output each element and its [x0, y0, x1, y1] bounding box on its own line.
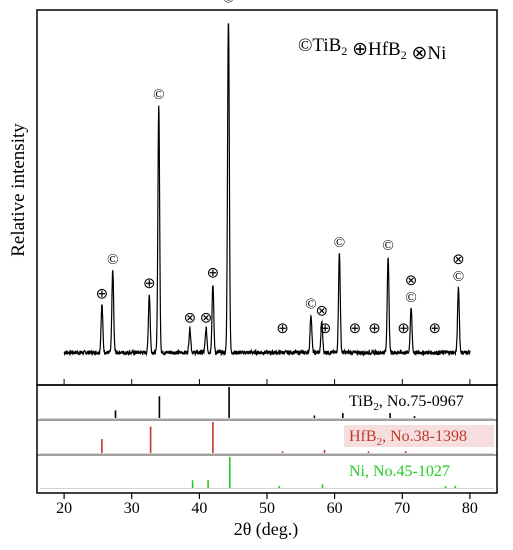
reference-label: Ni, No.45-1027 [349, 463, 450, 480]
peak-marker: ⊕ [349, 321, 362, 337]
reference-card-number: , No.45-1027 [365, 463, 450, 480]
peak-marker: ⊕ [429, 321, 442, 337]
peak-marker: © [107, 252, 118, 268]
peak-marker: © [305, 297, 316, 313]
peak-marker: ⊕ [276, 321, 289, 337]
x-tick-label: 20 [56, 500, 72, 517]
reference-cards: TiB2, No.75-0967 HfB2, No.38-1398 Ni, No.4… [37, 387, 497, 489]
peak-marker: © [405, 290, 416, 306]
reference-label-bg [344, 460, 494, 482]
x-tick-label: 70 [394, 500, 410, 517]
x-tick-label: 30 [124, 500, 140, 517]
diffraction-curve [63, 23, 471, 357]
peak-marker: ⊗ [452, 252, 465, 268]
x-tick-label: 50 [259, 500, 275, 517]
legend-entry: ©TiB [298, 35, 341, 56]
reference-card-number: , No.38-1398 [382, 428, 467, 445]
peak-marker: © [453, 269, 464, 285]
reference-card-number: , No.75-0967 [379, 393, 464, 410]
peak-marker: ⊗ [184, 310, 197, 326]
peak-marker: © [382, 238, 393, 254]
peak-marker: ⊗ [200, 310, 213, 326]
reference-subscript: 2 [377, 436, 383, 448]
y-axis-label: Relative intensity [8, 123, 29, 257]
x-axis-label: 2θ (deg.) [234, 519, 299, 540]
peak-marker: ⊕ [143, 276, 156, 292]
legend-entry: ⊗Ni [407, 43, 447, 64]
peak-marker: ⊕ [397, 321, 410, 337]
peak-marker: ⊕ [368, 321, 381, 337]
x-tick-label: 60 [327, 500, 343, 517]
reference-label-bg [344, 425, 494, 447]
x-axis: 20 30 40 50 60 70 80 [56, 379, 478, 517]
reference-subscript: 2 [373, 401, 379, 413]
reference-panel: TiB2, No.75-0967 HfB2, No.38-1398 Ni, No.4… [36, 379, 498, 540]
diffraction-pattern-panel: ⊕©⊕©⊗⊗⊕⊗©⊕©⊗⊕©⊕⊕©⊕⊗©⊕⊗© ©TiB2 ⊕HfB2 ⊗Ni … [8, 0, 498, 386]
x-tick-label: 80 [462, 500, 478, 517]
pattern-layer [63, 23, 471, 357]
phase-legend: ©TiB2 ⊕HfB2 ⊗Ni [298, 35, 446, 64]
x-tick-label: 40 [191, 500, 207, 517]
peak-marker: © [153, 87, 164, 103]
peak-marker: ⊗ [316, 304, 329, 320]
peak-marker: ⊕ [96, 286, 109, 302]
peak-marker: © [223, 0, 234, 7]
legend-subscript: 2 [341, 44, 347, 58]
legend-entry: ⊕HfB [347, 39, 400, 60]
legend-text: ©TiB2 ⊕HfB2 ⊗Ni [298, 35, 446, 64]
peak-marker: © [334, 235, 345, 251]
peak-marker: ⊗ [405, 273, 418, 289]
legend-subscript: 2 [401, 48, 407, 62]
reference-label-bg [344, 390, 494, 412]
reference-label: HfB2, No.38-1398 [349, 428, 467, 448]
peak-markers: ⊕©⊕©⊗⊗⊕⊗©⊕©⊗⊕©⊕⊕©⊕⊗©⊕⊗© [96, 0, 465, 337]
reference-label: TiB2, No.75-0967 [349, 393, 464, 413]
peak-marker: ⊕ [207, 266, 220, 282]
